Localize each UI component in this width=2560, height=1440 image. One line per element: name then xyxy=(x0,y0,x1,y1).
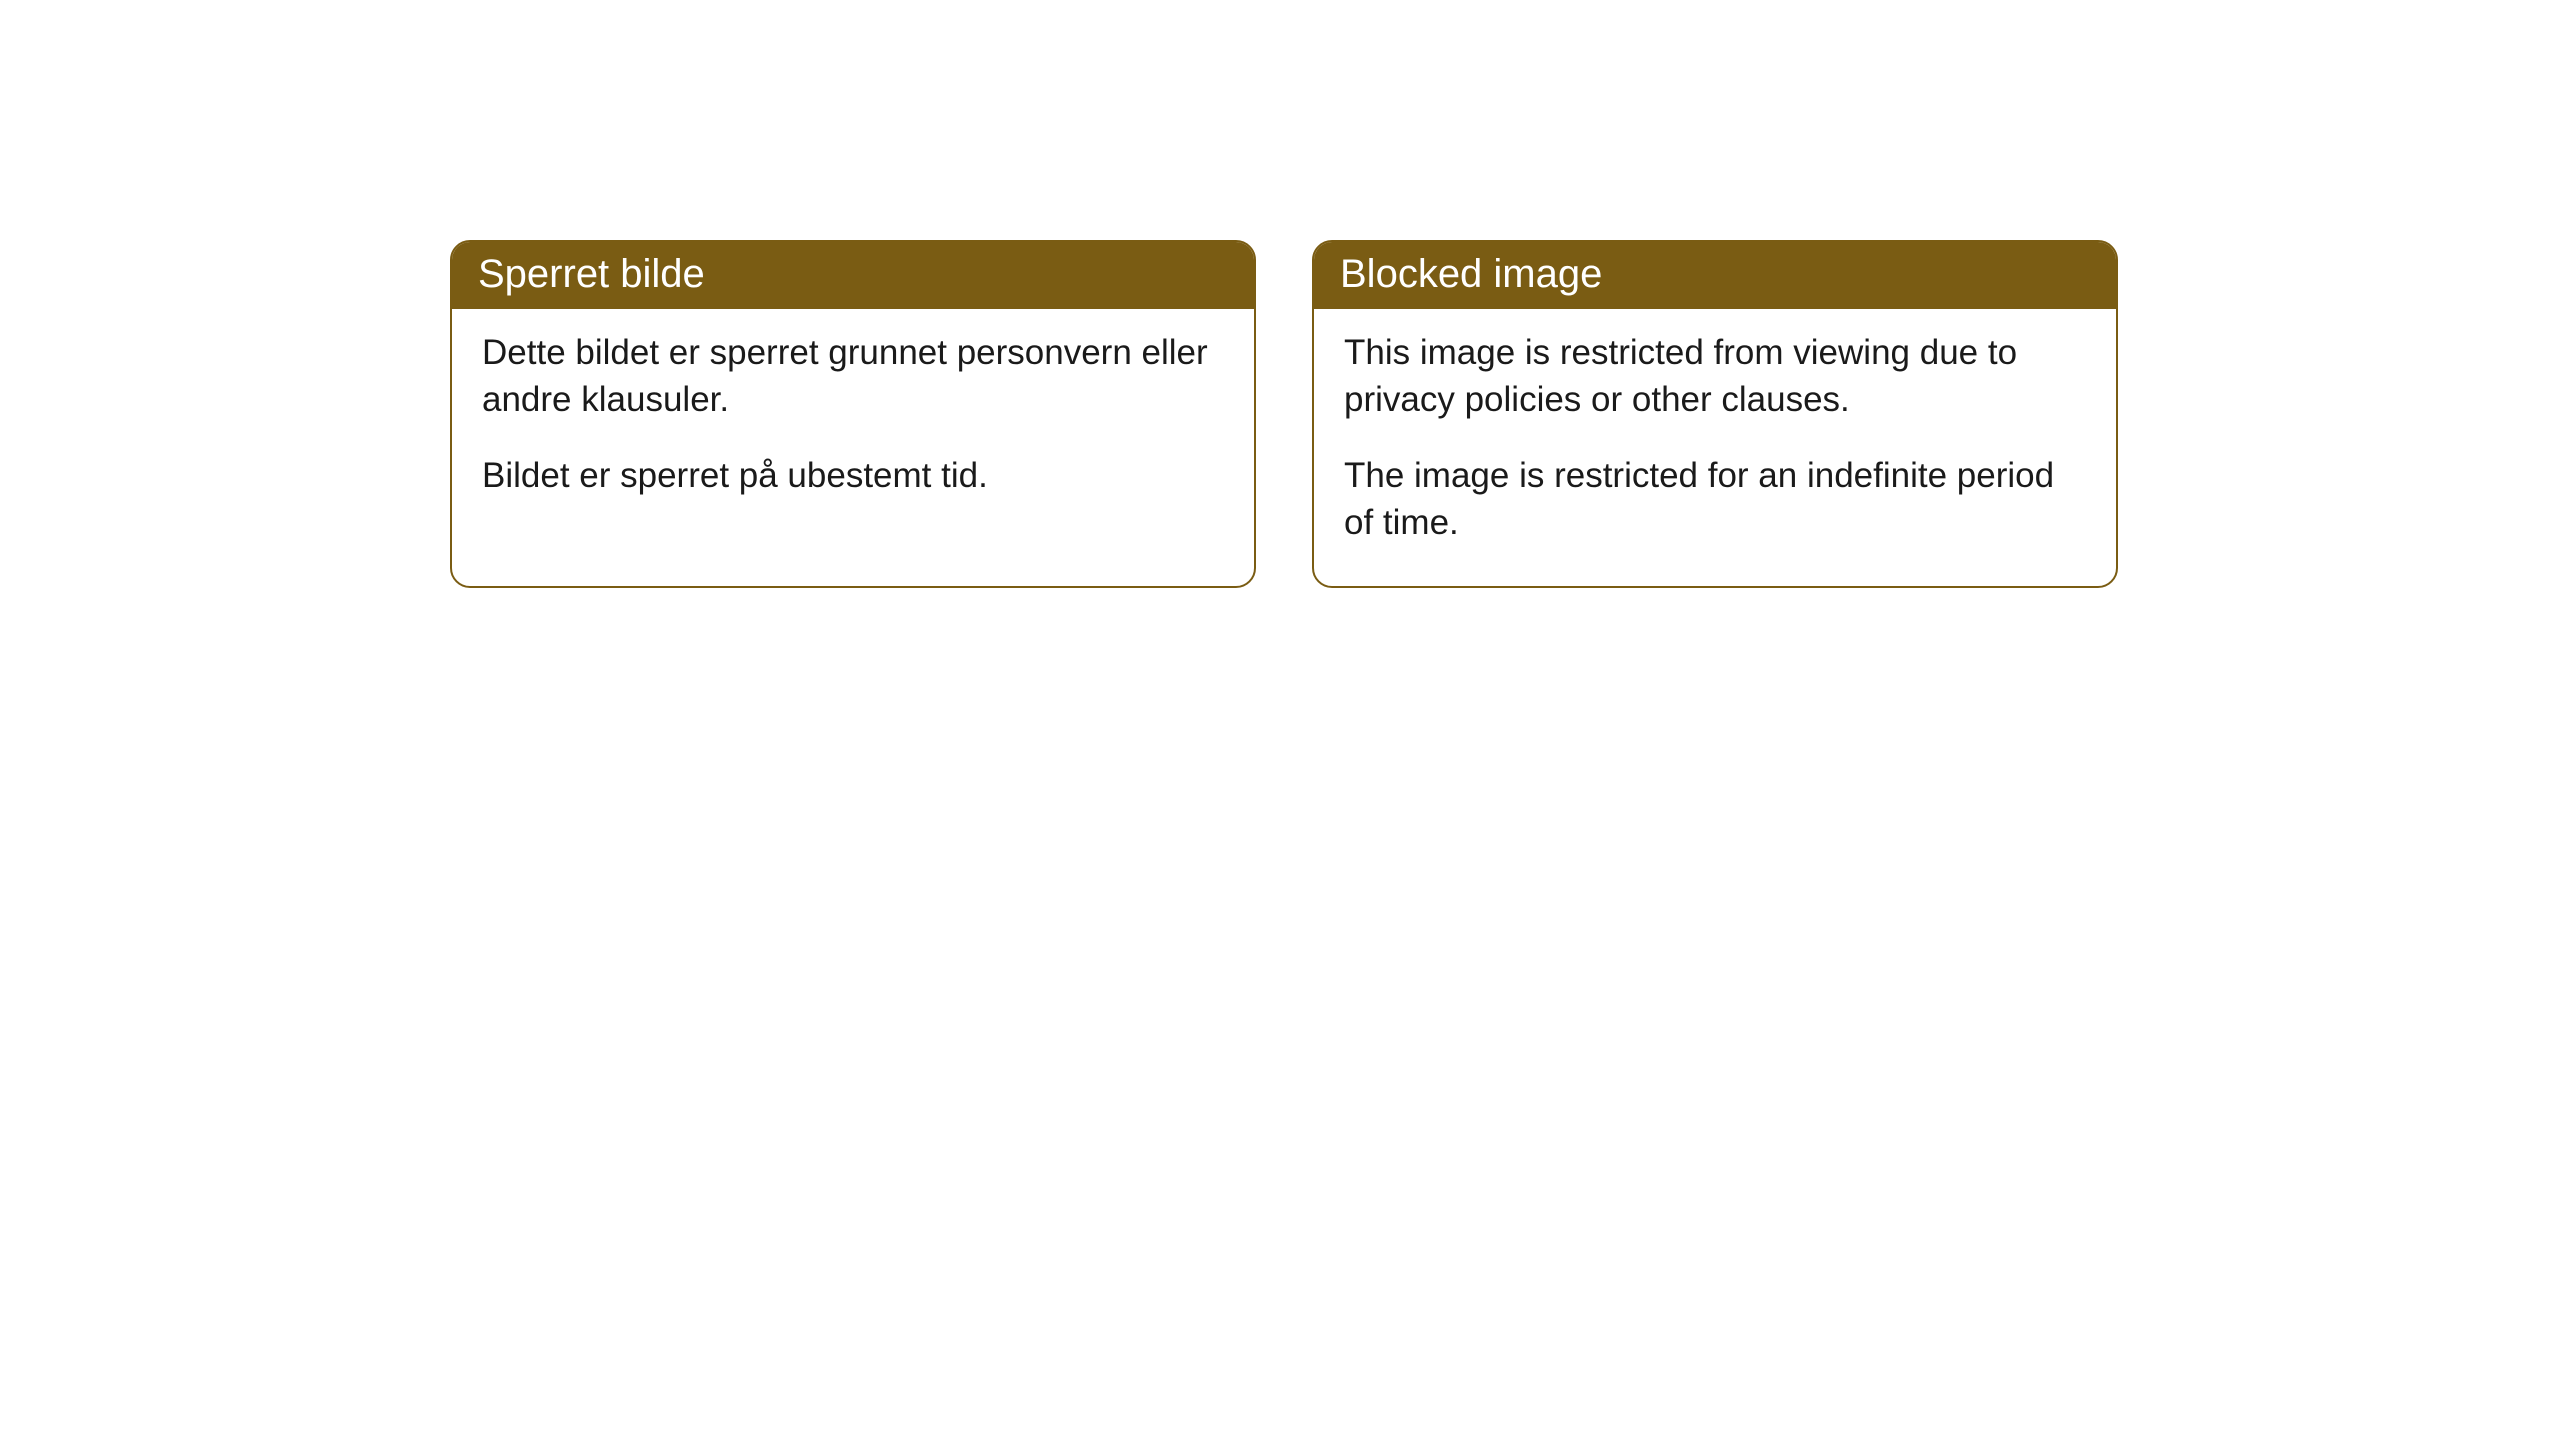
card-body-en: This image is restricted from viewing du… xyxy=(1314,309,2116,586)
card-paragraph-no-1: Dette bildet er sperret grunnet personve… xyxy=(482,329,1224,424)
card-paragraph-en-2: The image is restricted for an indefinit… xyxy=(1344,452,2086,547)
card-paragraph-en-1: This image is restricted from viewing du… xyxy=(1344,329,2086,424)
card-paragraph-no-2: Bildet er sperret på ubestemt tid. xyxy=(482,452,1224,499)
card-title-en: Blocked image xyxy=(1340,252,1602,296)
cards-container: Sperret bilde Dette bildet er sperret gr… xyxy=(0,0,2560,588)
card-body-no: Dette bildet er sperret grunnet personve… xyxy=(452,309,1254,539)
blocked-image-card-no: Sperret bilde Dette bildet er sperret gr… xyxy=(450,240,1256,588)
card-title-no: Sperret bilde xyxy=(478,252,705,296)
card-header-en: Blocked image xyxy=(1314,242,2116,309)
blocked-image-card-en: Blocked image This image is restricted f… xyxy=(1312,240,2118,588)
card-header-no: Sperret bilde xyxy=(452,242,1254,309)
